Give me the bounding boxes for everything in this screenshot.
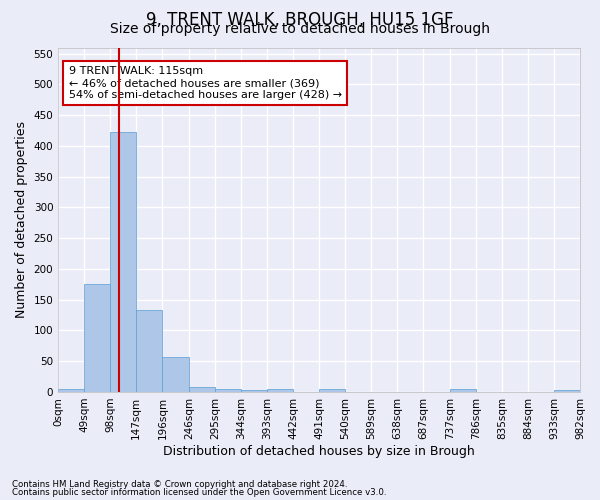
Text: 9 TRENT WALK: 115sqm
← 46% of detached houses are smaller (369)
54% of semi-deta: 9 TRENT WALK: 115sqm ← 46% of detached h…	[68, 66, 342, 100]
Bar	[554, 390, 580, 392]
X-axis label: Distribution of detached houses by size in Brough: Distribution of detached houses by size …	[163, 444, 475, 458]
Text: Size of property relative to detached houses in Brough: Size of property relative to detached ho…	[110, 22, 490, 36]
Text: Contains HM Land Registry data © Crown copyright and database right 2024.: Contains HM Land Registry data © Crown c…	[12, 480, 347, 489]
Bar	[450, 389, 476, 392]
Bar	[215, 389, 241, 392]
Text: Contains public sector information licensed under the Open Government Licence v3: Contains public sector information licen…	[12, 488, 386, 497]
Bar	[163, 357, 189, 392]
Bar	[110, 132, 136, 392]
Bar	[189, 387, 215, 392]
Bar	[84, 284, 110, 392]
Bar	[319, 389, 345, 392]
Y-axis label: Number of detached properties: Number of detached properties	[15, 121, 28, 318]
Text: 9, TRENT WALK, BROUGH, HU15 1GF: 9, TRENT WALK, BROUGH, HU15 1GF	[146, 11, 454, 29]
Bar	[241, 390, 267, 392]
Bar	[58, 389, 84, 392]
Bar	[136, 310, 163, 392]
Bar	[267, 389, 293, 392]
